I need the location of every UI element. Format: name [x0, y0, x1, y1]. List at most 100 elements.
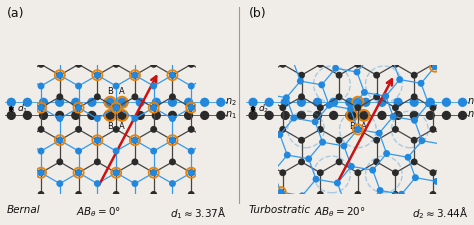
- Circle shape: [189, 105, 194, 110]
- Circle shape: [104, 98, 112, 106]
- Text: A: A: [361, 122, 367, 131]
- Circle shape: [19, 137, 25, 143]
- Circle shape: [207, 137, 213, 143]
- Circle shape: [327, 103, 332, 108]
- Circle shape: [170, 137, 175, 143]
- Circle shape: [355, 105, 361, 110]
- Circle shape: [360, 111, 368, 119]
- Circle shape: [189, 83, 194, 89]
- Circle shape: [151, 40, 156, 45]
- Circle shape: [282, 111, 289, 119]
- Circle shape: [207, 137, 213, 143]
- Circle shape: [449, 159, 455, 165]
- Circle shape: [299, 202, 304, 208]
- Circle shape: [278, 189, 283, 195]
- Circle shape: [57, 137, 63, 143]
- Text: (b): (b): [249, 7, 266, 20]
- Circle shape: [354, 98, 362, 106]
- Circle shape: [328, 217, 334, 223]
- Circle shape: [76, 170, 82, 176]
- Circle shape: [467, 51, 473, 57]
- Circle shape: [291, 115, 297, 121]
- Circle shape: [430, 170, 436, 176]
- Circle shape: [207, 51, 213, 56]
- Circle shape: [470, 223, 474, 225]
- Circle shape: [249, 98, 257, 106]
- Circle shape: [298, 98, 305, 106]
- Circle shape: [132, 137, 137, 143]
- Circle shape: [40, 111, 47, 119]
- Circle shape: [57, 159, 63, 165]
- Circle shape: [374, 159, 379, 165]
- Circle shape: [38, 148, 44, 154]
- Circle shape: [243, 127, 248, 132]
- Circle shape: [19, 202, 25, 208]
- Circle shape: [19, 51, 25, 56]
- Circle shape: [284, 152, 290, 158]
- Circle shape: [169, 111, 176, 119]
- Circle shape: [434, 179, 439, 184]
- Circle shape: [1, 105, 6, 110]
- Circle shape: [376, 130, 382, 136]
- Circle shape: [113, 105, 119, 110]
- Circle shape: [411, 94, 417, 100]
- Circle shape: [106, 111, 114, 119]
- Circle shape: [113, 83, 119, 89]
- Circle shape: [280, 62, 285, 67]
- Circle shape: [19, 202, 25, 208]
- Circle shape: [390, 56, 395, 62]
- Circle shape: [280, 105, 285, 110]
- Circle shape: [280, 170, 285, 176]
- Text: (a): (a): [7, 7, 25, 20]
- Circle shape: [1, 40, 6, 45]
- Circle shape: [355, 40, 361, 45]
- Circle shape: [348, 164, 354, 169]
- Text: $d_1\approx3.37\mathrm{\AA}$: $d_1\approx3.37\mathrm{\AA}$: [171, 205, 227, 220]
- Circle shape: [189, 40, 194, 45]
- Text: $AB_{\theta}=0°$: $AB_{\theta}=0°$: [76, 205, 121, 218]
- Circle shape: [428, 216, 433, 221]
- Circle shape: [374, 224, 379, 225]
- Circle shape: [235, 182, 241, 187]
- Circle shape: [226, 105, 231, 110]
- Circle shape: [243, 192, 248, 197]
- Circle shape: [76, 127, 82, 132]
- Circle shape: [307, 214, 312, 219]
- Circle shape: [170, 29, 175, 35]
- Circle shape: [468, 127, 473, 132]
- Circle shape: [113, 62, 119, 67]
- Circle shape: [151, 105, 156, 110]
- Circle shape: [189, 40, 194, 45]
- Circle shape: [132, 224, 137, 225]
- Text: $d_2$: $d_2$: [258, 103, 269, 115]
- Text: $d_2\approx3.44\mathrm{\AA}$: $d_2\approx3.44\mathrm{\AA}$: [412, 205, 468, 220]
- Circle shape: [430, 192, 436, 197]
- Circle shape: [370, 167, 375, 173]
- Circle shape: [454, 68, 459, 73]
- Text: A: A: [119, 122, 125, 131]
- Circle shape: [337, 224, 342, 225]
- Circle shape: [120, 98, 128, 106]
- Circle shape: [249, 165, 255, 171]
- Circle shape: [299, 224, 304, 225]
- Circle shape: [255, 71, 260, 76]
- Circle shape: [132, 29, 137, 35]
- Circle shape: [151, 213, 156, 219]
- Circle shape: [299, 137, 304, 143]
- Circle shape: [418, 81, 424, 86]
- Circle shape: [226, 170, 231, 176]
- Circle shape: [151, 170, 156, 176]
- Circle shape: [56, 111, 64, 119]
- Circle shape: [226, 213, 231, 219]
- Circle shape: [207, 72, 213, 78]
- Circle shape: [118, 98, 126, 106]
- Circle shape: [57, 137, 63, 143]
- Circle shape: [95, 29, 100, 35]
- Circle shape: [95, 224, 100, 225]
- Circle shape: [280, 40, 285, 45]
- Circle shape: [432, 64, 438, 70]
- Circle shape: [170, 224, 175, 225]
- Circle shape: [95, 159, 100, 165]
- Circle shape: [76, 83, 82, 89]
- Circle shape: [170, 94, 175, 100]
